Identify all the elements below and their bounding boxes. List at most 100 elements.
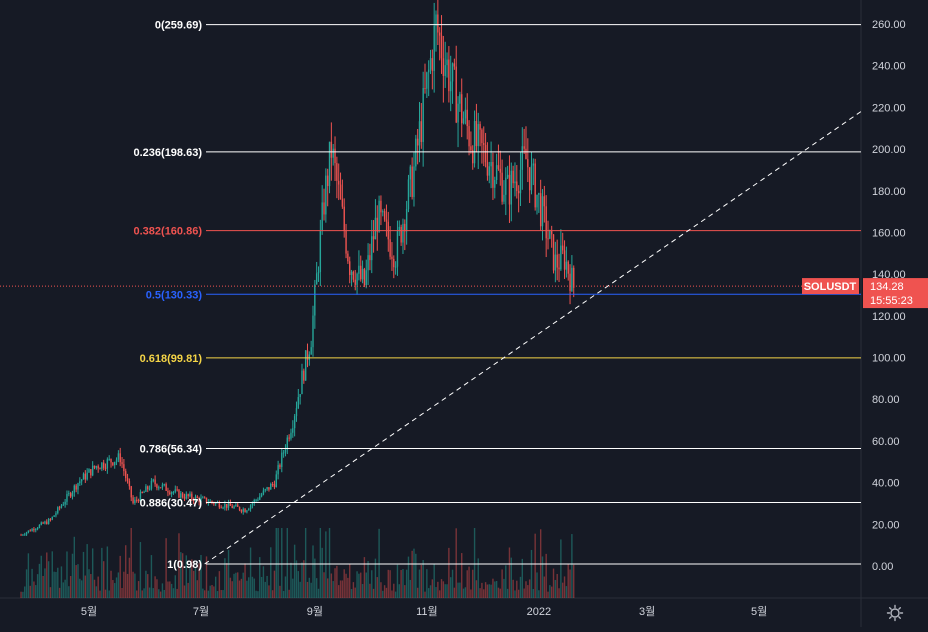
candle-body: [25, 532, 28, 535]
candle-body: [490, 162, 492, 167]
candle-body: [273, 484, 276, 488]
volume-bar: [479, 588, 481, 598]
candle-body: [38, 524, 41, 528]
volume-bar: [156, 579, 158, 598]
symbol-tag-bg: [802, 278, 859, 295]
volume-bar: [148, 587, 151, 598]
candle-body: [159, 487, 162, 489]
candle-body: [549, 230, 551, 239]
volume-bar: [104, 589, 107, 598]
candle-body: [178, 489, 180, 498]
volume-bar: [521, 558, 524, 598]
candle-body: [24, 534, 26, 536]
candle-body: [409, 166, 412, 180]
volume-bar: [235, 572, 237, 598]
candle-body: [119, 453, 121, 463]
candle-body: [288, 437, 290, 439]
volume-bar: [86, 544, 88, 598]
candle-body: [115, 459, 118, 462]
volume-bar: [396, 564, 399, 598]
candle-body: [293, 416, 296, 429]
volume-bar: [282, 590, 285, 598]
candle-body: [365, 270, 367, 286]
candle-body: [33, 529, 35, 531]
volume-bar: [121, 587, 123, 598]
volume-bar: [393, 583, 395, 598]
candle-body: [279, 465, 281, 467]
candle-body: [444, 65, 446, 76]
volume-bar: [530, 549, 533, 598]
volume-bar: [238, 580, 241, 598]
candle-body: [317, 271, 320, 274]
candle-body: [495, 165, 498, 181]
volume-bar: [25, 569, 28, 598]
volume-bar: [457, 582, 459, 598]
candle-body: [264, 489, 266, 491]
candle-body: [437, 14, 439, 33]
volume-bar: [312, 545, 314, 598]
candle-body: [194, 496, 197, 501]
candle-body: [488, 166, 490, 176]
candle-body: [134, 499, 136, 504]
volume-bar: [420, 564, 423, 598]
candle-body: [270, 483, 272, 490]
volume-bar: [172, 588, 175, 598]
candle-body: [407, 179, 410, 210]
candle-body: [152, 479, 154, 481]
volume-bar: [352, 582, 355, 598]
candle-body: [68, 493, 70, 495]
fib-level-label: 0.886(30.47): [140, 497, 203, 509]
candle-body: [394, 266, 397, 268]
candle-body: [281, 452, 283, 467]
candle-body: [229, 502, 232, 506]
candle-body: [563, 250, 566, 270]
volume-bar: [169, 581, 171, 598]
candle-body: [433, 25, 435, 71]
candle-body: [383, 211, 386, 220]
candle-body: [148, 488, 151, 490]
volume-bar: [486, 584, 489, 598]
candle-body: [450, 81, 452, 92]
volume-bar: [332, 581, 334, 598]
candle-body: [517, 190, 520, 194]
volume-bar: [360, 572, 362, 598]
candle-body: [213, 502, 215, 504]
volume-bar: [262, 566, 265, 598]
volume-bar: [549, 585, 551, 598]
candle-body: [510, 170, 512, 205]
volume-bar: [336, 565, 338, 598]
candle-body: [143, 491, 145, 493]
volume-bar: [326, 578, 329, 598]
candlesticks: [20, 0, 575, 536]
candle-body: [550, 230, 553, 235]
candle-body: [477, 124, 479, 147]
candle-body: [473, 120, 476, 164]
volume-bar: [503, 578, 505, 598]
candle-body: [248, 508, 250, 511]
volume-bar: [191, 559, 193, 598]
candle-body: [64, 501, 66, 505]
volume-bar: [143, 588, 145, 598]
volume-bar: [429, 585, 432, 598]
volume-bar: [519, 576, 522, 598]
candle-body: [253, 499, 255, 504]
candle-body: [304, 350, 307, 381]
gear-icon[interactable]: [886, 604, 904, 622]
candle-body: [514, 181, 516, 184]
volume-bar: [297, 571, 300, 598]
candle-body: [334, 148, 336, 164]
candle-body: [363, 268, 366, 286]
volume-bar: [115, 577, 118, 598]
candle-body: [295, 408, 298, 417]
candle-body: [60, 505, 63, 508]
candle-body: [163, 484, 165, 486]
candle-body: [356, 273, 358, 285]
candle-body: [415, 138, 417, 167]
candle-body: [266, 487, 268, 490]
volume-bar: [545, 553, 547, 598]
volume-bar: [433, 564, 435, 598]
volume-bar: [506, 588, 509, 598]
volume-bar: [424, 591, 426, 598]
volume-bar: [372, 588, 375, 598]
